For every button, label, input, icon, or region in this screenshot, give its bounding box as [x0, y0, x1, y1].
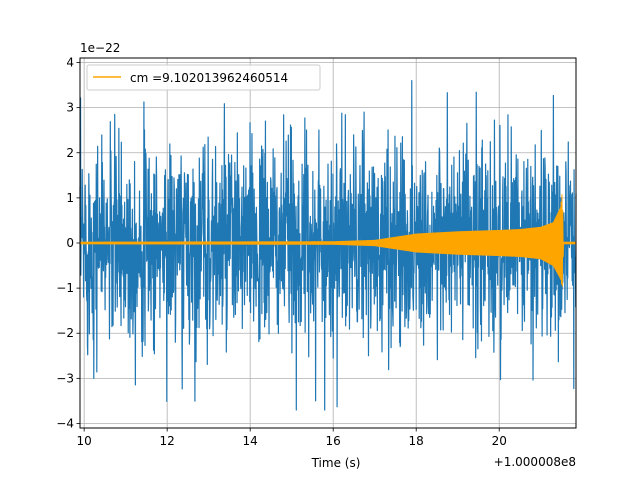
x-axis-label: Time (s) — [311, 456, 361, 470]
x-tick-label: 20 — [492, 434, 507, 448]
series-line-1 — [79, 194, 577, 287]
y-tick-label: 4 — [66, 56, 74, 70]
legend-label: cm =9.102013962460514 — [130, 71, 288, 85]
x-tick-label: 10 — [77, 434, 92, 448]
legend: cm =9.102013962460514 — [86, 64, 321, 91]
y-tick-label: 3 — [66, 101, 74, 115]
y-axis-ticks: −4 −3 −2 −1 0 1 2 3 4 — [56, 56, 80, 430]
x-tick-label: 16 — [326, 434, 341, 448]
y-tick-label: −4 — [56, 416, 74, 430]
plot-series — [79, 79, 577, 411]
y-tick-label: −3 — [56, 371, 74, 385]
x-axis-ticks: 10 12 14 16 18 20 — [77, 428, 507, 448]
x-tick-label: 14 — [243, 434, 258, 448]
x-tick-label: 18 — [409, 434, 424, 448]
x-axis-offset-label: +1.000008e8 — [494, 455, 576, 469]
y-tick-label: 1 — [66, 191, 74, 205]
series-line-0 — [79, 79, 577, 411]
y-axis-scale-label: 1e−22 — [80, 41, 120, 55]
legend-box — [86, 64, 321, 91]
y-tick-label: 0 — [66, 236, 74, 250]
x-tick-label: 12 — [160, 434, 175, 448]
y-tick-label: 2 — [66, 146, 74, 160]
y-tick-label: −1 — [56, 281, 74, 295]
y-tick-label: −2 — [56, 326, 74, 340]
